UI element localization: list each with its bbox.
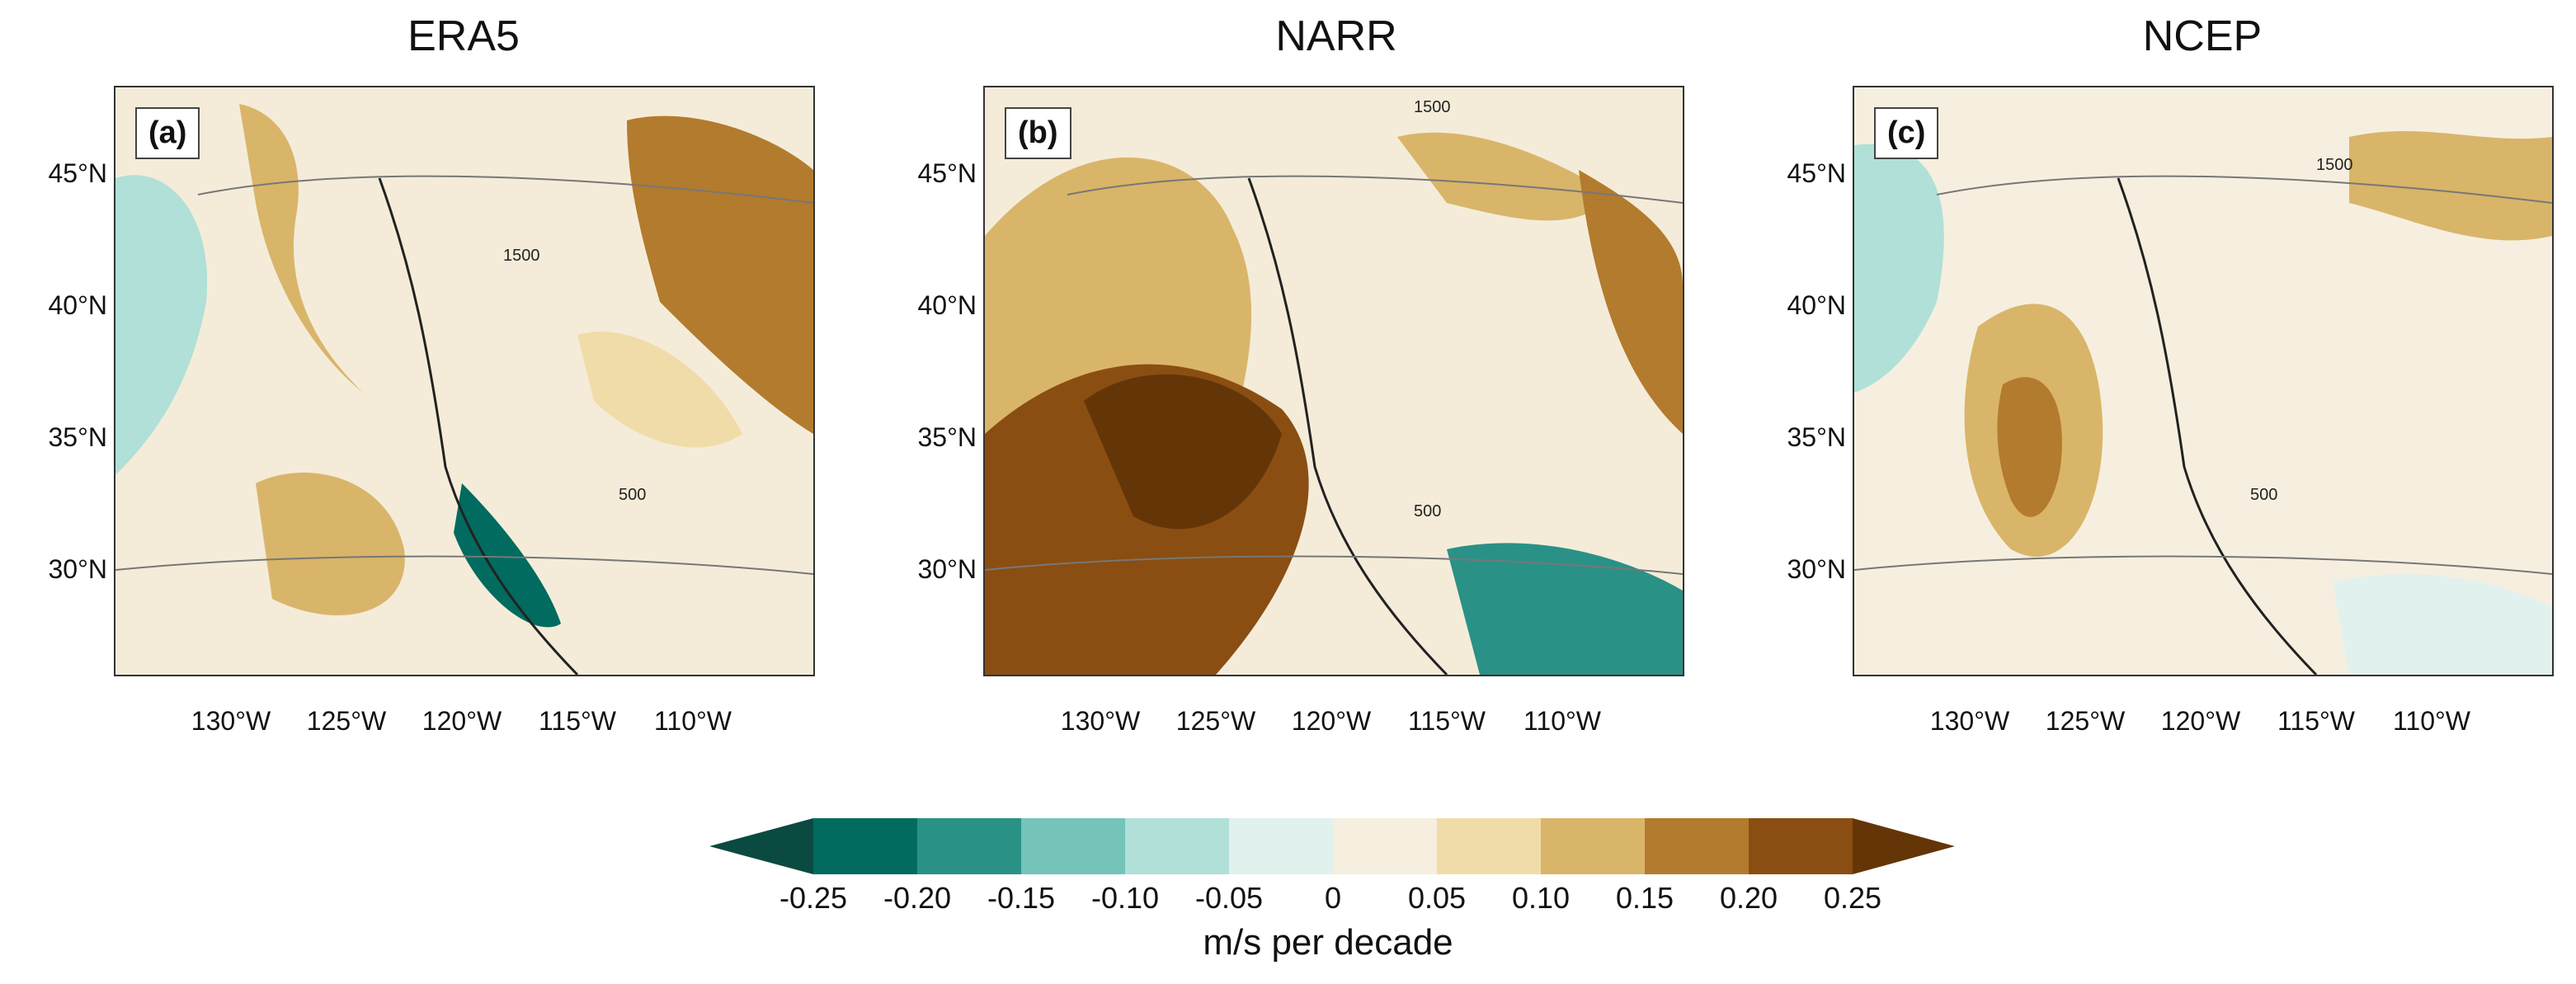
colorbar-tick-label: -0.20	[883, 881, 952, 915]
lat-label-35-b: 35°N	[917, 422, 977, 452]
colorbar-swatch	[813, 818, 917, 874]
lon-label-115-b: 115°W	[1407, 706, 1486, 736]
lon-label-120-a: 120°W	[421, 706, 502, 736]
panel-label-a: (a)	[135, 107, 200, 159]
colorbar-tick-label: 0.20	[1719, 881, 1778, 915]
contour-label-500-c: 500	[2250, 486, 2277, 504]
colorbar-tick-label: -0.25	[779, 881, 848, 915]
contour-label-1500-c: 1500	[2316, 156, 2353, 174]
lat-label-30-b: 30°N	[917, 554, 977, 584]
colorbar-swatch	[917, 818, 1021, 874]
lon-label-110-a: 110°W	[653, 706, 732, 736]
lat-label-45-b: 45°N	[917, 158, 977, 188]
colorbar-tick-label: 0.15	[1615, 881, 1674, 915]
contour-label-1500: 1500	[503, 247, 540, 265]
lat-label-30-c: 30°N	[1787, 554, 1847, 584]
map-ncep-graphic: 1500 500	[1854, 87, 2552, 675]
lat-label-40-b: 40°N	[917, 290, 977, 320]
colorbar-tick-label: -0.10	[1090, 881, 1160, 915]
lat-label-40-c: 40°N	[1787, 290, 1847, 320]
lat-label-35-a: 35°N	[48, 422, 108, 452]
panel-title-ncep: NCEP	[2142, 12, 2263, 60]
colorbar-tick-label: -0.05	[1194, 881, 1264, 915]
panel-label-c: (c)	[1874, 107, 1939, 159]
colorbar-swatch	[1229, 818, 1333, 874]
contour-label-group: 1500 500	[503, 247, 646, 504]
map-panel-ncep: 1500 500 (c)	[1853, 86, 2554, 676]
colorbar-graphic	[709, 818, 1955, 874]
lat-label-45-c: 45°N	[1787, 158, 1847, 188]
lon-label-125-c: 125°W	[2045, 706, 2126, 736]
lat-label-35-c: 35°N	[1787, 422, 1847, 452]
colorbar-swatch	[1437, 818, 1541, 874]
lat-label-30-a: 30°N	[48, 554, 108, 584]
colorbar-unit-label: m/s per decade	[1203, 922, 1453, 963]
lat-label-40-a: 40°N	[48, 290, 108, 320]
colorbar	[709, 818, 1955, 874]
lon-label-110-c: 110°W	[2392, 706, 2470, 736]
map-narr-graphic: 1500 500	[985, 87, 1683, 675]
map-panel-narr: 1500 500 (b)	[983, 86, 1684, 676]
lon-label-125-b: 125°W	[1175, 706, 1256, 736]
colorbar-swatch	[1645, 818, 1749, 874]
colorbar-swatch	[1333, 818, 1437, 874]
lat-label-45-a: 45°N	[48, 158, 108, 188]
map-panel-era5: 1500 500 (a)	[114, 86, 815, 676]
colorbar-tick-label: 0	[1324, 881, 1342, 915]
panel-label-b: (b)	[1005, 107, 1071, 159]
colorbar-tick-label: 0.25	[1823, 881, 1882, 915]
colorbar-tick-label: -0.15	[987, 881, 1056, 915]
colorbar-max-arrow	[1853, 818, 1955, 874]
lon-label-115-c: 115°W	[2277, 706, 2355, 736]
contour-label-1500-b: 1500	[1414, 98, 1451, 116]
contour-label-500-b: 500	[1414, 502, 1441, 520]
lon-label-130-b: 130°W	[1060, 706, 1141, 736]
lon-label-120-c: 120°W	[2160, 706, 2241, 736]
lon-label-125-a: 125°W	[306, 706, 387, 736]
lon-label-115-a: 115°W	[538, 706, 616, 736]
panel-title-era5: ERA5	[407, 12, 520, 60]
contour-label-500: 500	[619, 486, 646, 504]
colorbar-swatch	[1749, 818, 1853, 874]
lon-label-130-a: 130°W	[191, 706, 271, 736]
map-era5-graphic: 1500 500	[115, 87, 813, 675]
lon-label-110-b: 110°W	[1523, 706, 1601, 736]
lon-label-130-c: 130°W	[1929, 706, 2010, 736]
colorbar-swatch	[1125, 818, 1229, 874]
colorbar-swatch	[1021, 818, 1125, 874]
contour-label-group-c: 1500 500	[2250, 156, 2353, 504]
colorbar-swatch	[1541, 818, 1645, 874]
colorbar-tick-label: 0.05	[1407, 881, 1467, 915]
colorbar-min-arrow	[709, 818, 813, 874]
contour-label-group-b: 1500 500	[1414, 98, 1451, 520]
colorbar-tick-label: 0.10	[1511, 881, 1571, 915]
lon-label-120-b: 120°W	[1291, 706, 1372, 736]
panel-title-narr: NARR	[1275, 12, 1397, 60]
